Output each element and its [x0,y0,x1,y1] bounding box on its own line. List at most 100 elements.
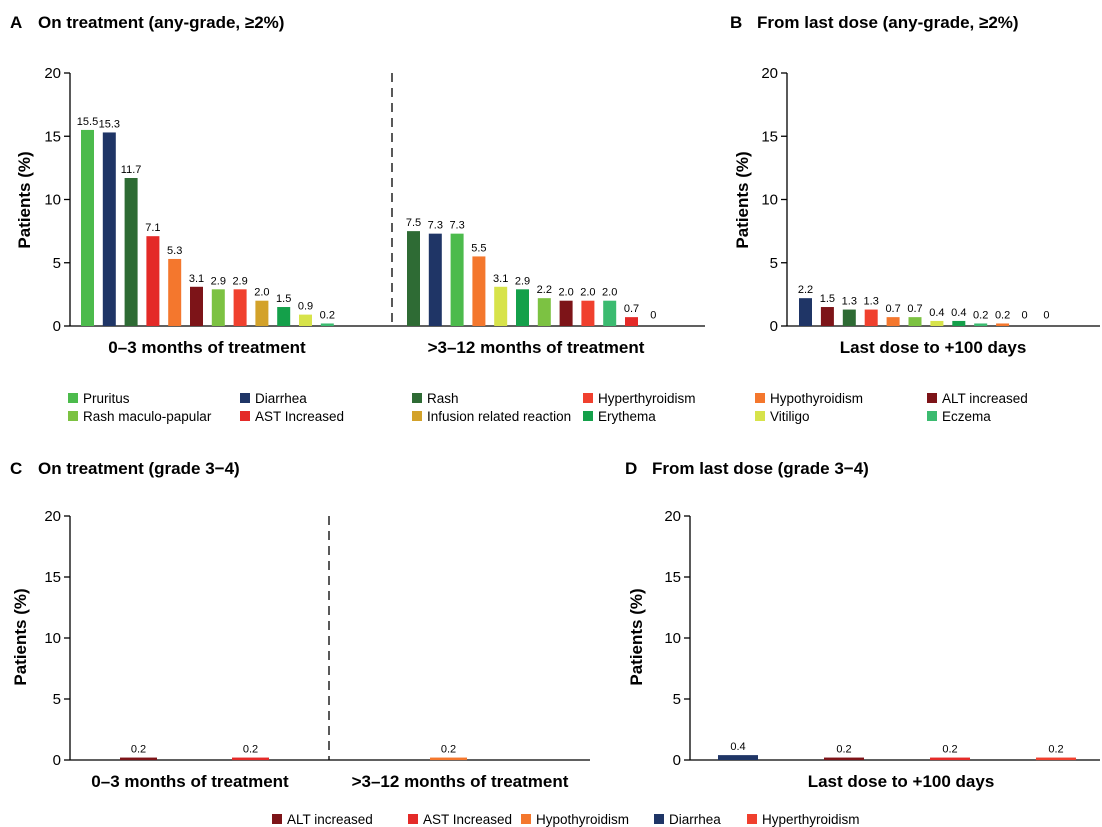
bar-value-label: 0.2 [320,309,335,321]
legend-label: ALT increased [942,391,1028,406]
legend-item: Diarrhea [654,812,721,827]
bar-eczema [974,323,988,326]
bar-diarrhea [799,298,812,326]
legend-swatch [747,814,757,824]
y-tick-label: 10 [44,630,61,647]
legend-label: Eczema [942,409,991,424]
bar-hypothyroidism [168,258,182,326]
y-tick-label: 0 [673,752,681,769]
legend-label: Diarrhea [669,812,721,827]
panel-a-group1-label: 0–3 months of treatment [108,338,306,357]
y-tick-label: 0 [53,752,61,769]
bar-value-label: 2.2 [798,284,813,296]
bar-value-label: 7.3 [449,220,464,232]
bar-value-label: 3.1 [189,273,204,285]
panel-b-group-label: Last dose to +100 days [840,338,1027,357]
panel-b-title: From last dose (any-grade, ≥2%) [757,13,1019,32]
bar-pruritus [450,233,464,326]
bar-alt-increased [559,300,573,326]
bar-alt-increased [120,757,157,761]
panel-b-letter: B [730,13,742,32]
bar-value-label: 2.0 [558,287,573,299]
bar-hyperthyroidism [864,309,878,326]
legend-item: Infusion related reaction [412,409,571,424]
bar-value-label: 5.5 [471,242,486,254]
legend-swatch [412,393,422,403]
bar-value-label: 0.2 [973,309,988,321]
bar-vitiligo [930,320,944,326]
legend-label: Hypothyroidism [536,812,629,827]
axes-layer: 0 5 10 15 20 0 5 10 15 20 0 5 10 15 20 0 5 10 15 20 [44,65,1100,769]
bar-value-label: 0.7 [907,303,922,315]
y-tick-label: 0 [53,318,61,335]
y-tick-label: 20 [761,65,778,82]
y-tick-label: 20 [44,65,61,82]
y-tick-label: 5 [53,255,61,272]
panel-a-title: On treatment (any-grade, ≥2%) [38,13,284,32]
y-tick-label: 20 [44,508,61,525]
bar-vitiligo [299,314,312,326]
bar-value-label: 0.4 [929,307,944,319]
panel-c-group1-label: 0–3 months of treatment [91,772,289,791]
bar-value-label: 2.2 [537,284,552,296]
legend-item: ALT increased [927,391,1028,406]
bar-value-label: 2.9 [232,275,247,287]
bar-erythema [277,307,291,326]
bar-eczema [320,323,334,326]
panel-a-letter: A [10,13,22,32]
legend-item: AST Increased [240,409,344,424]
bar-value-label: 0.2 [995,309,1010,321]
bar-value-label: 0.4 [951,307,966,319]
bar-hypothyroidism [472,256,486,326]
legend-item: Hypothyroidism [521,812,629,827]
legend-swatch [654,814,664,824]
bar-rash [407,231,420,326]
bar-value-label: 0.4 [730,741,745,753]
bar-rash [124,177,138,326]
bar-diarrhea [718,755,758,760]
bar-value-label: 0.2 [441,744,456,756]
legend-label: Infusion related reaction [427,409,571,424]
y-tick-label: 15 [44,569,61,586]
bar-infusion-related-reaction [255,300,269,326]
legend-swatch [927,411,937,421]
bar-value-label: 1.3 [864,296,879,308]
legend-swatch [240,411,250,421]
bar-hyperthyroidism [233,289,247,326]
legend-label: Hypothyroidism [770,391,863,406]
bar-hypothyroidism [886,317,900,326]
bar-value-label: 0 [1043,310,1049,322]
bar-value-label: 0.2 [243,744,258,756]
legend-label: AST Increased [423,812,512,827]
y-tick-label: 5 [673,691,681,708]
y-tick-label: 10 [761,192,778,209]
bar-value-label: 1.5 [820,293,835,305]
legend-swatch [521,814,531,824]
bar-value-label: 2.9 [515,275,530,287]
bars-layer: 15.5 15.3 11.7 7.1 5.3 3.1 2.9 2.9 2.0 1.5 0.9 0.2 7… [77,116,1076,761]
y-tick-label: 15 [664,569,681,586]
bar-value-label: 5.3 [167,245,182,257]
panel-d-title: From last dose (grade 3−4) [652,459,869,478]
legend-swatch [412,411,422,421]
bar-rash-maculo-papular [211,289,225,326]
legend-item: Hypothyroidism [755,391,863,406]
legend-label: ALT increased [287,812,373,827]
legend-swatch [68,411,78,421]
legend-item: Vitiligo [755,409,810,424]
legend-swatch [583,393,593,403]
bar-diarrhea [428,233,442,326]
bar-rash-maculo-papular [537,298,551,326]
bar-ast-increased [625,317,638,326]
bar-erythema [952,320,966,326]
bar-value-label: 0.7 [624,303,639,315]
legend-item: Rash [412,391,459,406]
bar-value-label: 0.9 [298,301,313,313]
legend-item: Rash maculo-papular [68,409,212,424]
bar-value-label: 7.1 [145,222,160,234]
panel-c-group2-label: >3–12 months of treatment [352,772,569,791]
legend-swatch [272,814,282,824]
panel-d-group-label: Last dose to +100 days [808,772,995,791]
legend-label: AST Increased [255,409,344,424]
bar-value-label: 0.2 [131,744,146,756]
